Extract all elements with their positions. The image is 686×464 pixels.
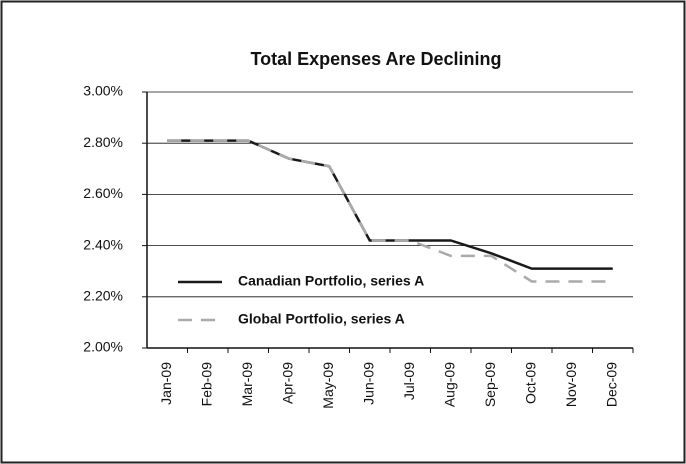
y-tick-label: 2.20% xyxy=(83,288,123,304)
x-tick-label: Feb-09 xyxy=(198,362,214,407)
x-tick-label: Jul-09 xyxy=(401,362,417,400)
x-tick-label: Apr-09 xyxy=(279,362,295,404)
legend-label: Canadian Portfolio, series A xyxy=(238,273,424,289)
x-tick-label: Sep-09 xyxy=(482,362,498,407)
x-tick-label: Nov-09 xyxy=(563,362,579,407)
chart-title: Total Expenses Are Declining xyxy=(250,49,501,69)
y-tick-label: 2.40% xyxy=(83,236,123,252)
y-tick-label: 3.00% xyxy=(83,83,123,99)
x-tick-label: Oct-09 xyxy=(522,362,538,404)
x-tick-label: Jan-09 xyxy=(158,362,174,405)
x-tick-label: Aug-09 xyxy=(441,362,457,407)
y-tick-label: 2.00% xyxy=(83,339,123,355)
legend-label: Global Portfolio, series A xyxy=(238,311,405,327)
series-line xyxy=(167,139,613,283)
y-tick-label: 2.60% xyxy=(83,185,123,201)
x-tick-label: May-09 xyxy=(320,362,336,409)
x-tick-label: Jun-09 xyxy=(360,362,376,405)
x-tick-label: Dec-09 xyxy=(603,362,619,407)
y-tick-label: 2.80% xyxy=(83,134,123,150)
x-tick-label: Mar-09 xyxy=(239,362,255,407)
